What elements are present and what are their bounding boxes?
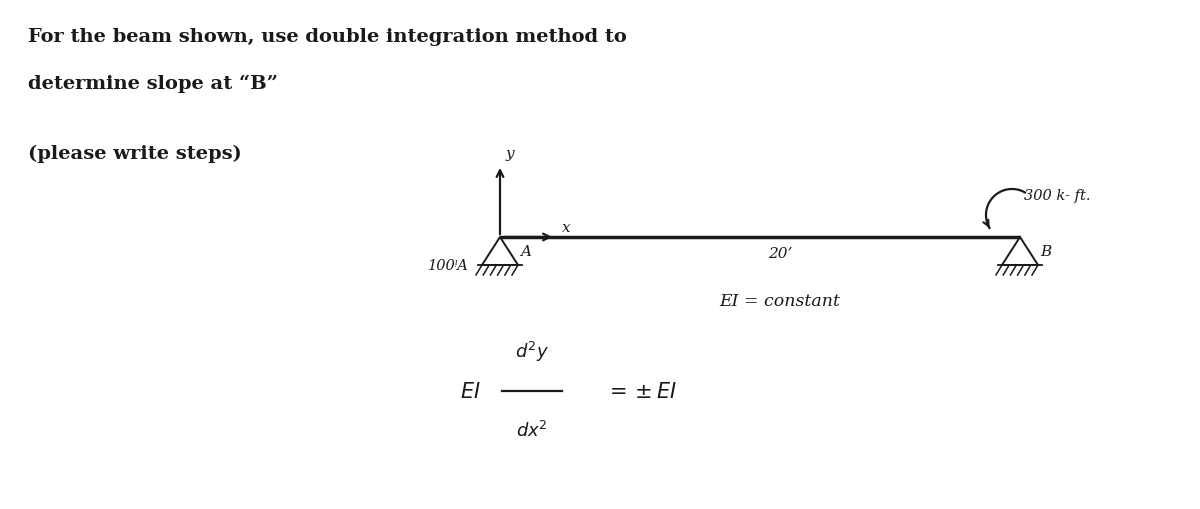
Text: EI = constant: EI = constant bbox=[720, 293, 840, 309]
Text: (please write steps): (please write steps) bbox=[28, 145, 241, 163]
Text: 100ᵎA: 100ᵎA bbox=[428, 259, 469, 272]
Text: y: y bbox=[506, 147, 515, 161]
Text: $= \pm EI$: $= \pm EI$ bbox=[605, 381, 677, 401]
Text: determine slope at “B”: determine slope at “B” bbox=[28, 75, 278, 93]
Text: A: A bbox=[520, 244, 530, 259]
Text: 300 k- ft.: 300 k- ft. bbox=[1024, 189, 1091, 203]
Text: $EI$: $EI$ bbox=[460, 381, 481, 401]
Text: For the beam shown, use double integration method to: For the beam shown, use double integrati… bbox=[28, 28, 626, 46]
Text: x: x bbox=[562, 220, 571, 235]
Text: 20’: 20’ bbox=[768, 246, 792, 261]
Text: B: B bbox=[1040, 244, 1051, 259]
Text: $d^2y$: $d^2y$ bbox=[515, 338, 550, 363]
Text: $dx^2$: $dx^2$ bbox=[516, 420, 548, 440]
